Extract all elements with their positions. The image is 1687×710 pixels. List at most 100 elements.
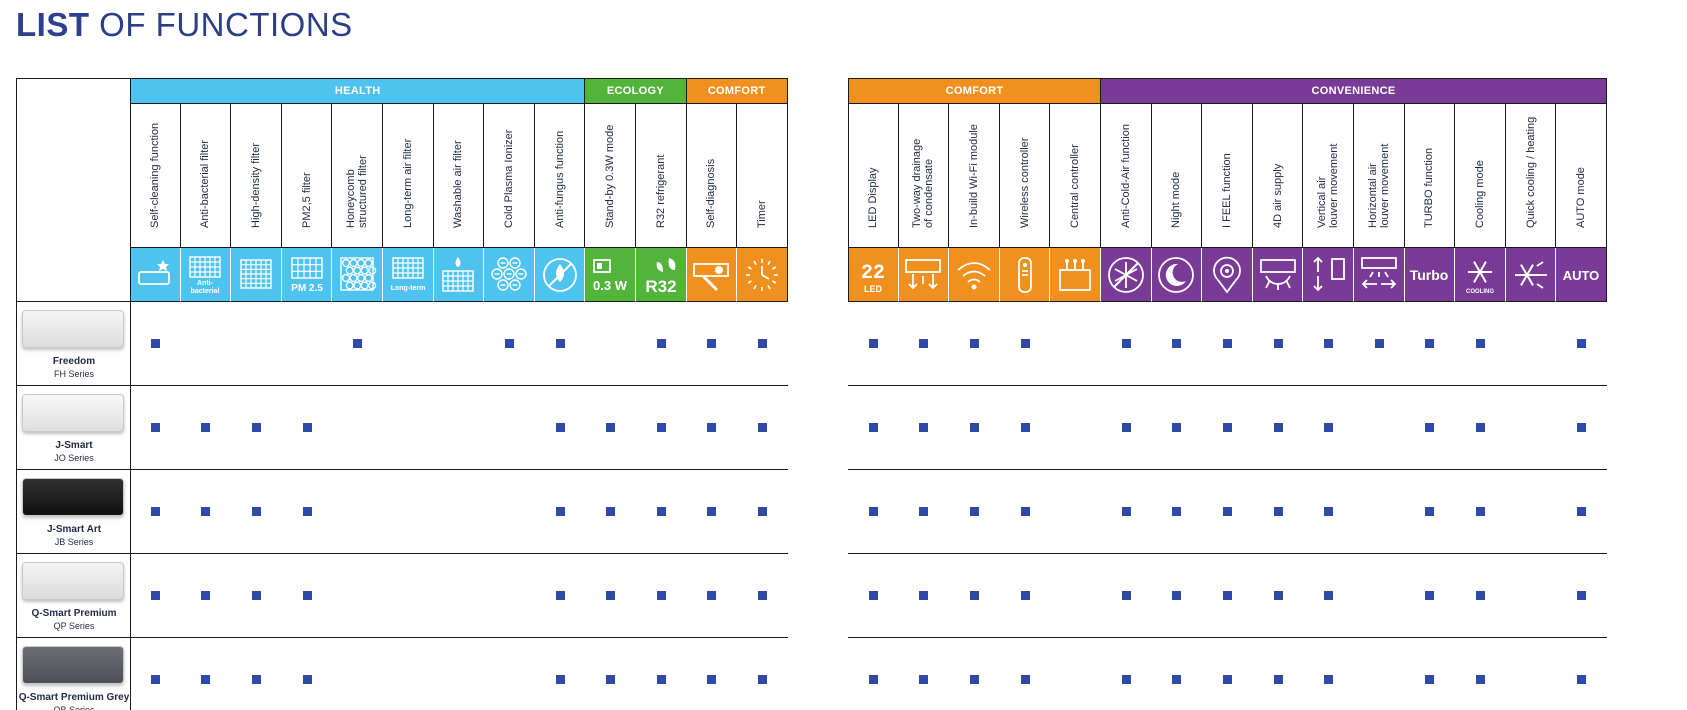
feature-cell xyxy=(535,302,586,385)
feature-available-marker xyxy=(1425,675,1435,684)
feature-available-marker xyxy=(757,339,767,348)
feature-cell xyxy=(181,638,232,710)
feature-available-marker xyxy=(919,423,929,432)
column-header: Anti-fungus function xyxy=(534,104,586,248)
feature-available-marker xyxy=(1577,507,1587,516)
title-bold: LIST xyxy=(16,6,90,43)
feature-cell xyxy=(1152,302,1203,385)
feature-cell xyxy=(282,302,333,385)
honeycomb-filter-icon xyxy=(332,248,383,302)
drainage-icon xyxy=(898,248,950,302)
feature-available-marker xyxy=(656,591,666,600)
feature-cell xyxy=(848,470,899,553)
column-header: Self-diagnosis xyxy=(686,104,738,248)
feature-cell xyxy=(1405,386,1456,469)
svg-text:PM 2.5: PM 2.5 xyxy=(291,283,323,294)
feature-available-marker xyxy=(868,591,878,600)
feature-cell xyxy=(848,638,899,710)
feature-cell xyxy=(1253,302,1304,385)
feature-cell xyxy=(332,638,383,710)
svg-text:AUTO: AUTO xyxy=(1563,268,1600,283)
feature-cell xyxy=(1253,386,1304,469)
feature-cell xyxy=(949,386,1000,469)
feature-cell xyxy=(1455,386,1506,469)
feature-cell xyxy=(1253,470,1304,553)
column-header: Wireless controller xyxy=(999,104,1051,248)
feature-available-marker xyxy=(656,507,666,516)
feature-available-marker xyxy=(656,675,666,684)
r32-icon: R32 xyxy=(635,248,687,302)
feature-cell xyxy=(1000,386,1051,469)
horizontal-louver-icon xyxy=(1353,248,1405,302)
category-ecology: ECOLOGY xyxy=(585,78,687,104)
feature-available-marker xyxy=(201,507,211,516)
feature-available-marker xyxy=(150,339,160,348)
feature-cell xyxy=(949,470,1000,553)
feature-cell xyxy=(181,386,232,469)
column-label: Anti-bacterial filter xyxy=(199,139,212,228)
anti-bacterial-filter-icon: Anti-bacterial xyxy=(180,248,232,302)
feature-available-marker xyxy=(757,423,767,432)
feature-available-marker xyxy=(1222,507,1232,516)
feature-available-marker xyxy=(1475,423,1485,432)
feature-available-marker xyxy=(201,675,211,684)
feature-cell xyxy=(737,554,788,637)
feature-cell xyxy=(535,554,586,637)
feature-cell xyxy=(1506,470,1557,553)
feature-cell xyxy=(1303,554,1354,637)
feature-cell xyxy=(231,386,282,469)
table-row xyxy=(848,302,1607,386)
table-row xyxy=(848,470,1607,554)
feature-available-marker xyxy=(555,591,565,600)
svg-text:bacterial: bacterial xyxy=(191,288,220,295)
product-row-header: J-Smart JO Series xyxy=(16,386,130,470)
column-header: Stand-by 0.3W mode xyxy=(585,104,636,248)
feature-available-marker xyxy=(1172,507,1182,516)
product-series: JB Series xyxy=(54,537,94,547)
feature-cell xyxy=(1455,302,1506,385)
product-name: Q-Smart Premium xyxy=(31,608,117,619)
feature-available-marker xyxy=(251,423,261,432)
feature-cell xyxy=(1455,638,1506,710)
feature-available-marker xyxy=(555,507,565,516)
feature-available-marker xyxy=(606,591,616,600)
feature-available-marker xyxy=(201,591,211,600)
ac-unit-image xyxy=(22,562,124,600)
feature-available-marker xyxy=(707,675,717,684)
svg-text:Long-term: Long-term xyxy=(390,285,425,292)
column-header: Quick cooling / heating xyxy=(1505,104,1557,248)
feature-cell xyxy=(1303,386,1354,469)
feature-cell xyxy=(130,554,181,637)
feature-available-marker xyxy=(656,339,666,348)
feature-available-marker xyxy=(1222,675,1232,684)
feature-available-marker xyxy=(919,339,929,348)
feature-cell xyxy=(585,302,636,385)
column-header: Central controller xyxy=(1050,104,1101,248)
feature-available-marker xyxy=(757,591,767,600)
feature-cell xyxy=(1202,386,1253,469)
feature-cell xyxy=(1202,470,1253,553)
feature-available-marker xyxy=(251,675,261,684)
feature-cell xyxy=(434,302,485,385)
feature-available-marker xyxy=(1577,339,1587,348)
self-cleaning-icon xyxy=(130,248,181,302)
feature-available-marker xyxy=(656,423,666,432)
feature-cell xyxy=(1556,554,1607,637)
feature-cell xyxy=(332,302,383,385)
feature-cell xyxy=(1050,302,1101,385)
feature-available-marker xyxy=(1475,675,1485,684)
ac-unit-image xyxy=(22,646,124,684)
feature-cell xyxy=(1101,302,1152,385)
column-label: Washable air filter xyxy=(452,140,465,228)
table-row xyxy=(130,302,788,386)
feature-cell xyxy=(848,386,899,469)
feature-available-marker xyxy=(1121,507,1131,516)
wifi-icon xyxy=(949,248,1000,302)
feature-cell xyxy=(1101,470,1152,553)
feature-cell xyxy=(636,302,687,385)
feature-cell xyxy=(585,386,636,469)
column-label: Honeycomb structured filter xyxy=(345,155,370,228)
product-series: QP Series xyxy=(53,621,95,631)
column-label: AUTO mode xyxy=(1575,167,1588,228)
feature-cell xyxy=(484,302,535,385)
